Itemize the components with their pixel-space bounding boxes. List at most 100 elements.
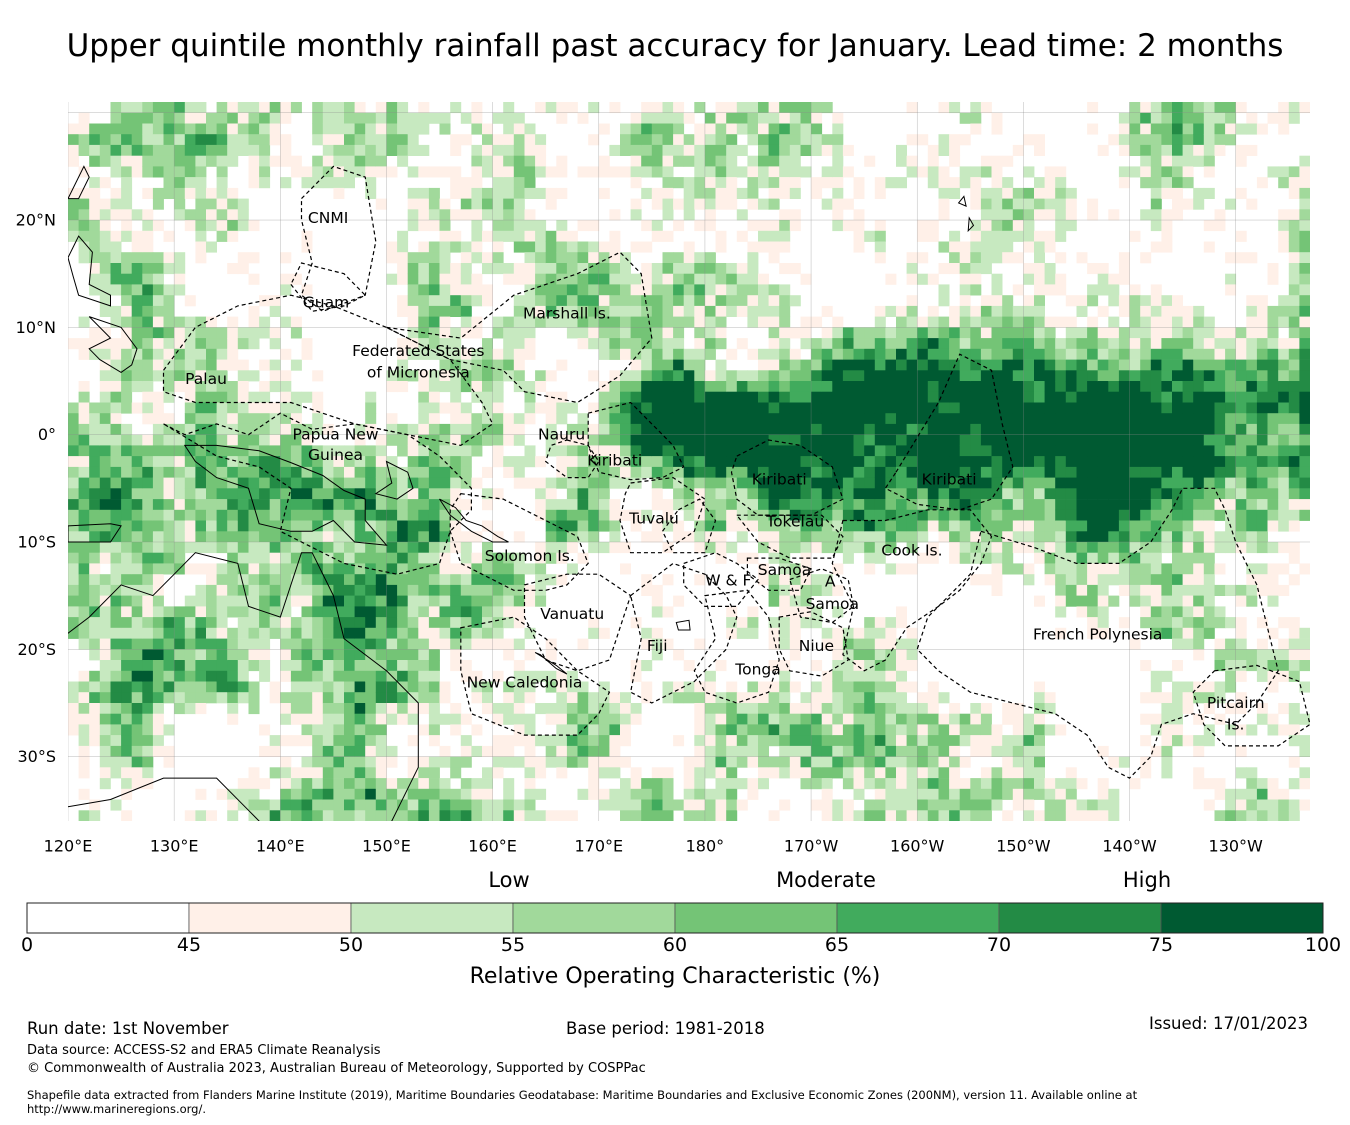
heatmap-cell [949, 767, 961, 779]
heatmap-cell [174, 617, 186, 629]
heatmap-cell [779, 703, 791, 715]
heatmap-cell [524, 756, 536, 768]
heatmap-cell [906, 509, 918, 521]
heatmap-cell [1034, 552, 1045, 564]
heatmap-cell [970, 788, 982, 800]
heatmap-cell [121, 316, 133, 328]
heatmap-cell [811, 187, 823, 199]
heatmap-cell [492, 155, 504, 167]
heatmap-cell [99, 209, 111, 221]
heatmap-cell [768, 413, 780, 425]
heatmap-cell [99, 391, 111, 403]
heatmap-cell [110, 263, 122, 275]
heatmap-cell [694, 166, 706, 178]
heatmap-cell [1044, 177, 1056, 189]
heatmap-cell [216, 155, 228, 167]
heatmap-cell [1044, 413, 1056, 425]
heatmap-cell [991, 112, 1003, 124]
heatmap-cell [874, 756, 886, 768]
heatmap-cell [1002, 477, 1014, 489]
heatmap-cell [503, 198, 515, 210]
heatmap-cell [970, 370, 982, 382]
heatmap-cell [312, 724, 324, 736]
heatmap-cell [620, 338, 631, 350]
heatmap-cell [842, 670, 854, 682]
heatmap-cell [1182, 423, 1194, 435]
heatmap-cell [450, 724, 462, 736]
heatmap-cell [1182, 595, 1194, 607]
heatmap-cell [195, 488, 207, 500]
heatmap-cell [1140, 595, 1152, 607]
heatmap-cell [280, 434, 292, 446]
heatmap-cell [1172, 177, 1183, 189]
heatmap-cell [662, 466, 674, 478]
heatmap-cell [1193, 584, 1205, 596]
heatmap-cell [673, 273, 685, 285]
heatmap-cell [832, 627, 844, 639]
heatmap-cell [333, 574, 345, 586]
heatmap-cell [312, 423, 324, 435]
heatmap-cell [927, 359, 939, 371]
heatmap-cell [1193, 456, 1205, 468]
heatmap-cell [736, 413, 748, 425]
heatmap-cell [1182, 520, 1194, 532]
heatmap-cell [1065, 198, 1077, 210]
heatmap-cell [598, 402, 610, 414]
heatmap-cell [375, 595, 387, 607]
heatmap-cell [1193, 144, 1205, 156]
heatmap-cell [513, 112, 525, 124]
heatmap-cell [779, 177, 791, 189]
heatmap-cell [89, 799, 101, 811]
heatmap-cell [864, 703, 876, 715]
heatmap-cell [779, 745, 791, 757]
heatmap-cell [216, 434, 228, 446]
heatmap-cell [386, 692, 398, 704]
heatmap-cell [853, 703, 865, 715]
heatmap-cell [163, 488, 175, 500]
heatmap-cell [121, 198, 133, 210]
heatmap-cell [545, 198, 557, 210]
heatmap-cell [450, 434, 462, 446]
heatmap-cell [333, 799, 345, 811]
heatmap-cell [184, 134, 196, 146]
heatmap-cell [206, 413, 217, 425]
heatmap-cell [503, 123, 515, 135]
heatmap-cell [927, 402, 939, 414]
heatmap-cell [598, 713, 610, 725]
heatmap-cell [620, 692, 631, 704]
heatmap-cell [1140, 112, 1152, 124]
heatmap-cell [1002, 413, 1014, 425]
heatmap-cell [89, 198, 101, 210]
heatmap-cell [322, 445, 334, 457]
heatmap-cell [821, 402, 833, 414]
heatmap-cell [227, 499, 239, 511]
heatmap-cell [99, 273, 111, 285]
heatmap-cell [248, 520, 260, 532]
heatmap-cell [503, 574, 515, 586]
heatmap-cell [811, 413, 823, 425]
heatmap-cell [163, 316, 175, 328]
heatmap-cell [269, 595, 281, 607]
heatmap-cell [630, 423, 642, 435]
heatmap-cell [641, 305, 653, 317]
heatmap-cell [163, 177, 175, 189]
heatmap-cell [588, 327, 600, 339]
heatmap-cell [704, 542, 716, 554]
heatmap-cell [980, 456, 992, 468]
heatmap-cell [726, 381, 738, 393]
heatmap-cell [938, 263, 950, 275]
heatmap-cell [620, 724, 631, 736]
heatmap-cell [1023, 187, 1035, 199]
heatmap-cell [1182, 638, 1194, 650]
heatmap-cell [1034, 252, 1045, 264]
heatmap-cell [864, 488, 876, 500]
heatmap-cell [312, 660, 324, 672]
heatmap-cell [195, 692, 207, 704]
heatmap-cell [121, 284, 133, 296]
heatmap-cell [78, 670, 90, 682]
heatmap-cell [1108, 134, 1120, 146]
heatmap-cell [1076, 359, 1088, 371]
heatmap-cell [853, 499, 865, 511]
heatmap-cell [1172, 542, 1183, 554]
heatmap-cell [1140, 584, 1152, 596]
